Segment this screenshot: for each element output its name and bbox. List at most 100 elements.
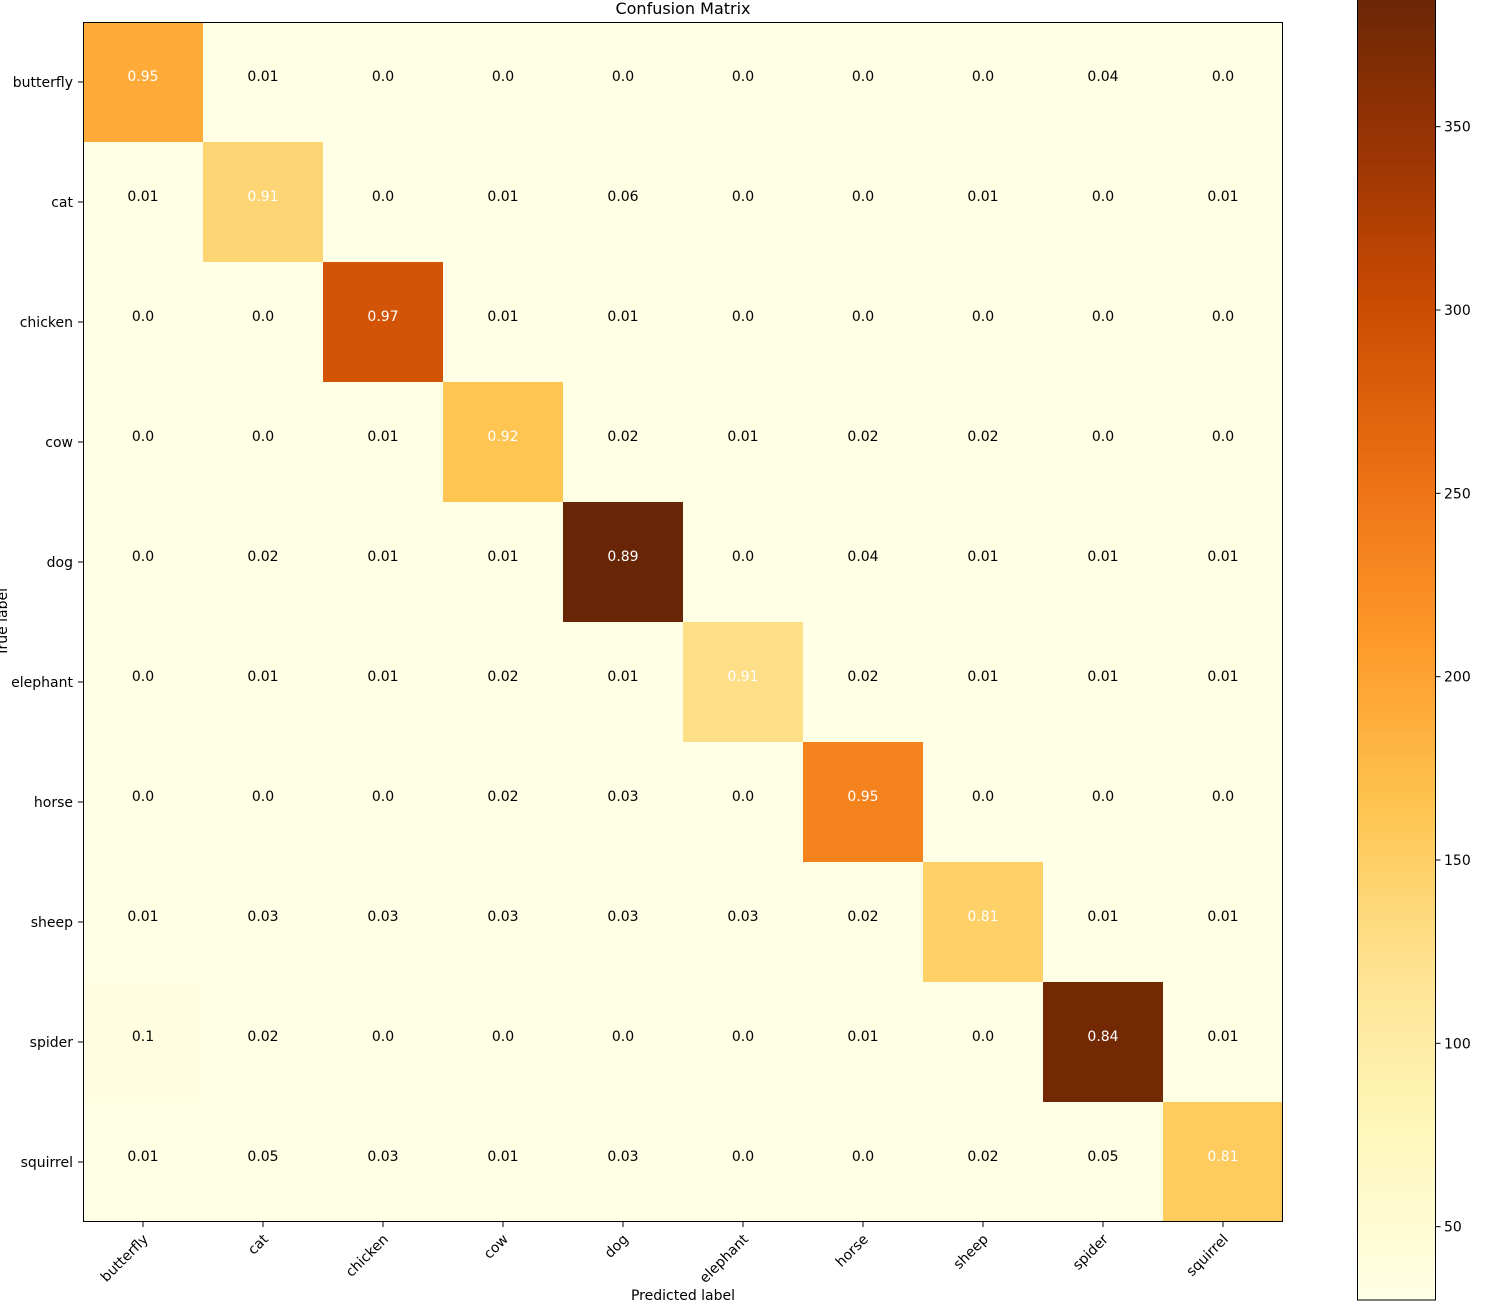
cell-label: 0.0	[732, 549, 754, 565]
heatmap-cell	[1043, 862, 1163, 982]
heatmap-cell	[83, 862, 203, 982]
heatmap-cell	[563, 142, 683, 262]
heatmap-cell	[923, 1102, 1043, 1222]
heatmap-cell	[1163, 982, 1283, 1102]
cell-label: 0.0	[1092, 789, 1114, 805]
cell-label: 0.02	[247, 1029, 278, 1045]
heatmap-cell	[683, 862, 803, 982]
heatmap-cell-labels: 0.95 0.01 0.0 0.0 0.0 0.0 0.0 0.0 0.04 0.0 0.01 0.9…	[127, 69, 1238, 1165]
cell-label: 0.0	[132, 669, 154, 685]
heatmap-cell	[683, 622, 803, 742]
heatmap-cell	[563, 382, 683, 502]
chart-title: Confusion Matrix	[615, 0, 750, 18]
heatmap-cell	[83, 622, 203, 742]
cell-label: 0.0	[1212, 789, 1234, 805]
heatmap-cell	[203, 262, 323, 382]
cell-label: 0.04	[1087, 69, 1118, 85]
cell-label: 0.02	[967, 1149, 998, 1165]
heatmap-cell	[323, 1102, 443, 1222]
heatmap-cell	[203, 742, 323, 862]
cell-label: 0.0	[972, 69, 994, 85]
heatmap-cell	[683, 742, 803, 862]
heatmap-cell	[803, 262, 923, 382]
cell-label: 0.01	[1207, 1029, 1238, 1045]
heatmap-cell	[923, 502, 1043, 622]
heatmap-cell	[683, 382, 803, 502]
cell-label: 0.01	[967, 669, 998, 685]
heatmap-cell	[683, 1102, 803, 1222]
heatmap-cell	[1163, 622, 1283, 742]
cell-label: 0.01	[247, 69, 278, 85]
cell-label: 0.0	[252, 429, 274, 445]
cell-label: 0.03	[367, 909, 398, 925]
cell-label: 0.03	[607, 789, 638, 805]
y-tick-label: cat	[51, 195, 73, 211]
cell-label: 0.01	[487, 189, 518, 205]
cell-label: 0.01	[607, 309, 638, 325]
cell-label: 0.0	[732, 69, 754, 85]
heatmap-cell	[203, 862, 323, 982]
cell-label: 0.0	[972, 789, 994, 805]
cell-label: 0.01	[1207, 669, 1238, 685]
heatmap-cell	[1043, 742, 1163, 862]
cell-label: 0.03	[367, 1149, 398, 1165]
heatmap-cell	[203, 622, 323, 742]
heatmap-cell	[1043, 142, 1163, 262]
heatmap-cell	[1163, 382, 1283, 502]
heatmap-cell	[1163, 142, 1283, 262]
cell-label: 0.0	[852, 309, 874, 325]
cell-label: 0.0	[252, 309, 274, 325]
heatmap-cell	[83, 1102, 203, 1222]
heatmap-cell	[1043, 22, 1163, 142]
cell-label: 0.0	[612, 69, 634, 85]
cell-label: 0.0	[132, 549, 154, 565]
heatmap-cell	[443, 622, 563, 742]
colorbar-tick-label: 50	[1444, 1220, 1462, 1236]
cell-label: 0.02	[847, 669, 878, 685]
cell-label: 0.01	[247, 669, 278, 685]
cell-label: 0.01	[127, 189, 158, 205]
cell-label: 0.01	[1207, 189, 1238, 205]
heatmap-cell	[443, 742, 563, 862]
heatmap-cell	[203, 382, 323, 502]
colorbar-tick-label: 300	[1444, 303, 1471, 319]
cell-label: 0.02	[487, 789, 518, 805]
cell-label: 0.0	[252, 789, 274, 805]
cell-label: 0.0	[972, 1029, 994, 1045]
heatmap-cell	[443, 982, 563, 1102]
x-axis-ticks: butterfly cat chicken cow dog elephant horse sh…	[98, 1222, 1232, 1287]
colorbar-ticks: 50 100 150 200 250 300 350	[1435, 120, 1471, 1236]
cell-label: 0.91	[727, 669, 758, 685]
heatmap-cell	[443, 862, 563, 982]
cell-label: 0.01	[1087, 669, 1118, 685]
heatmap-cell	[83, 262, 203, 382]
x-tick-label: horse	[833, 1232, 872, 1271]
cell-label: 0.02	[487, 669, 518, 685]
cell-label: 0.0	[972, 309, 994, 325]
heatmap-cell	[203, 22, 323, 142]
y-tick-label: cow	[45, 435, 73, 451]
cell-label: 0.01	[967, 189, 998, 205]
heatmap-cell	[563, 1102, 683, 1222]
cell-label: 0.0	[732, 1029, 754, 1045]
heatmap-cell	[1163, 22, 1283, 142]
colorbar-tick-label: 100	[1444, 1036, 1471, 1052]
cell-label: 0.0	[1092, 429, 1114, 445]
cell-label: 0.01	[367, 429, 398, 445]
y-tick-label: butterfly	[13, 75, 73, 91]
cell-label: 0.01	[487, 549, 518, 565]
cell-label: 0.01	[127, 1149, 158, 1165]
cell-label: 0.0	[1212, 429, 1234, 445]
colorbar-tick-label: 250	[1444, 486, 1471, 502]
heatmap-cell	[83, 982, 203, 1102]
cell-label: 0.01	[847, 1029, 878, 1045]
cell-label: 0.0	[852, 69, 874, 85]
cell-label: 0.0	[852, 189, 874, 205]
cell-label: 0.05	[1087, 1149, 1118, 1165]
cell-label: 0.92	[487, 429, 518, 445]
y-tick-label: sheep	[31, 915, 73, 931]
cell-label: 0.02	[607, 429, 638, 445]
y-tick-label: spider	[30, 1035, 74, 1051]
cell-label: 0.03	[727, 909, 758, 925]
cell-label: 0.0	[1212, 69, 1234, 85]
